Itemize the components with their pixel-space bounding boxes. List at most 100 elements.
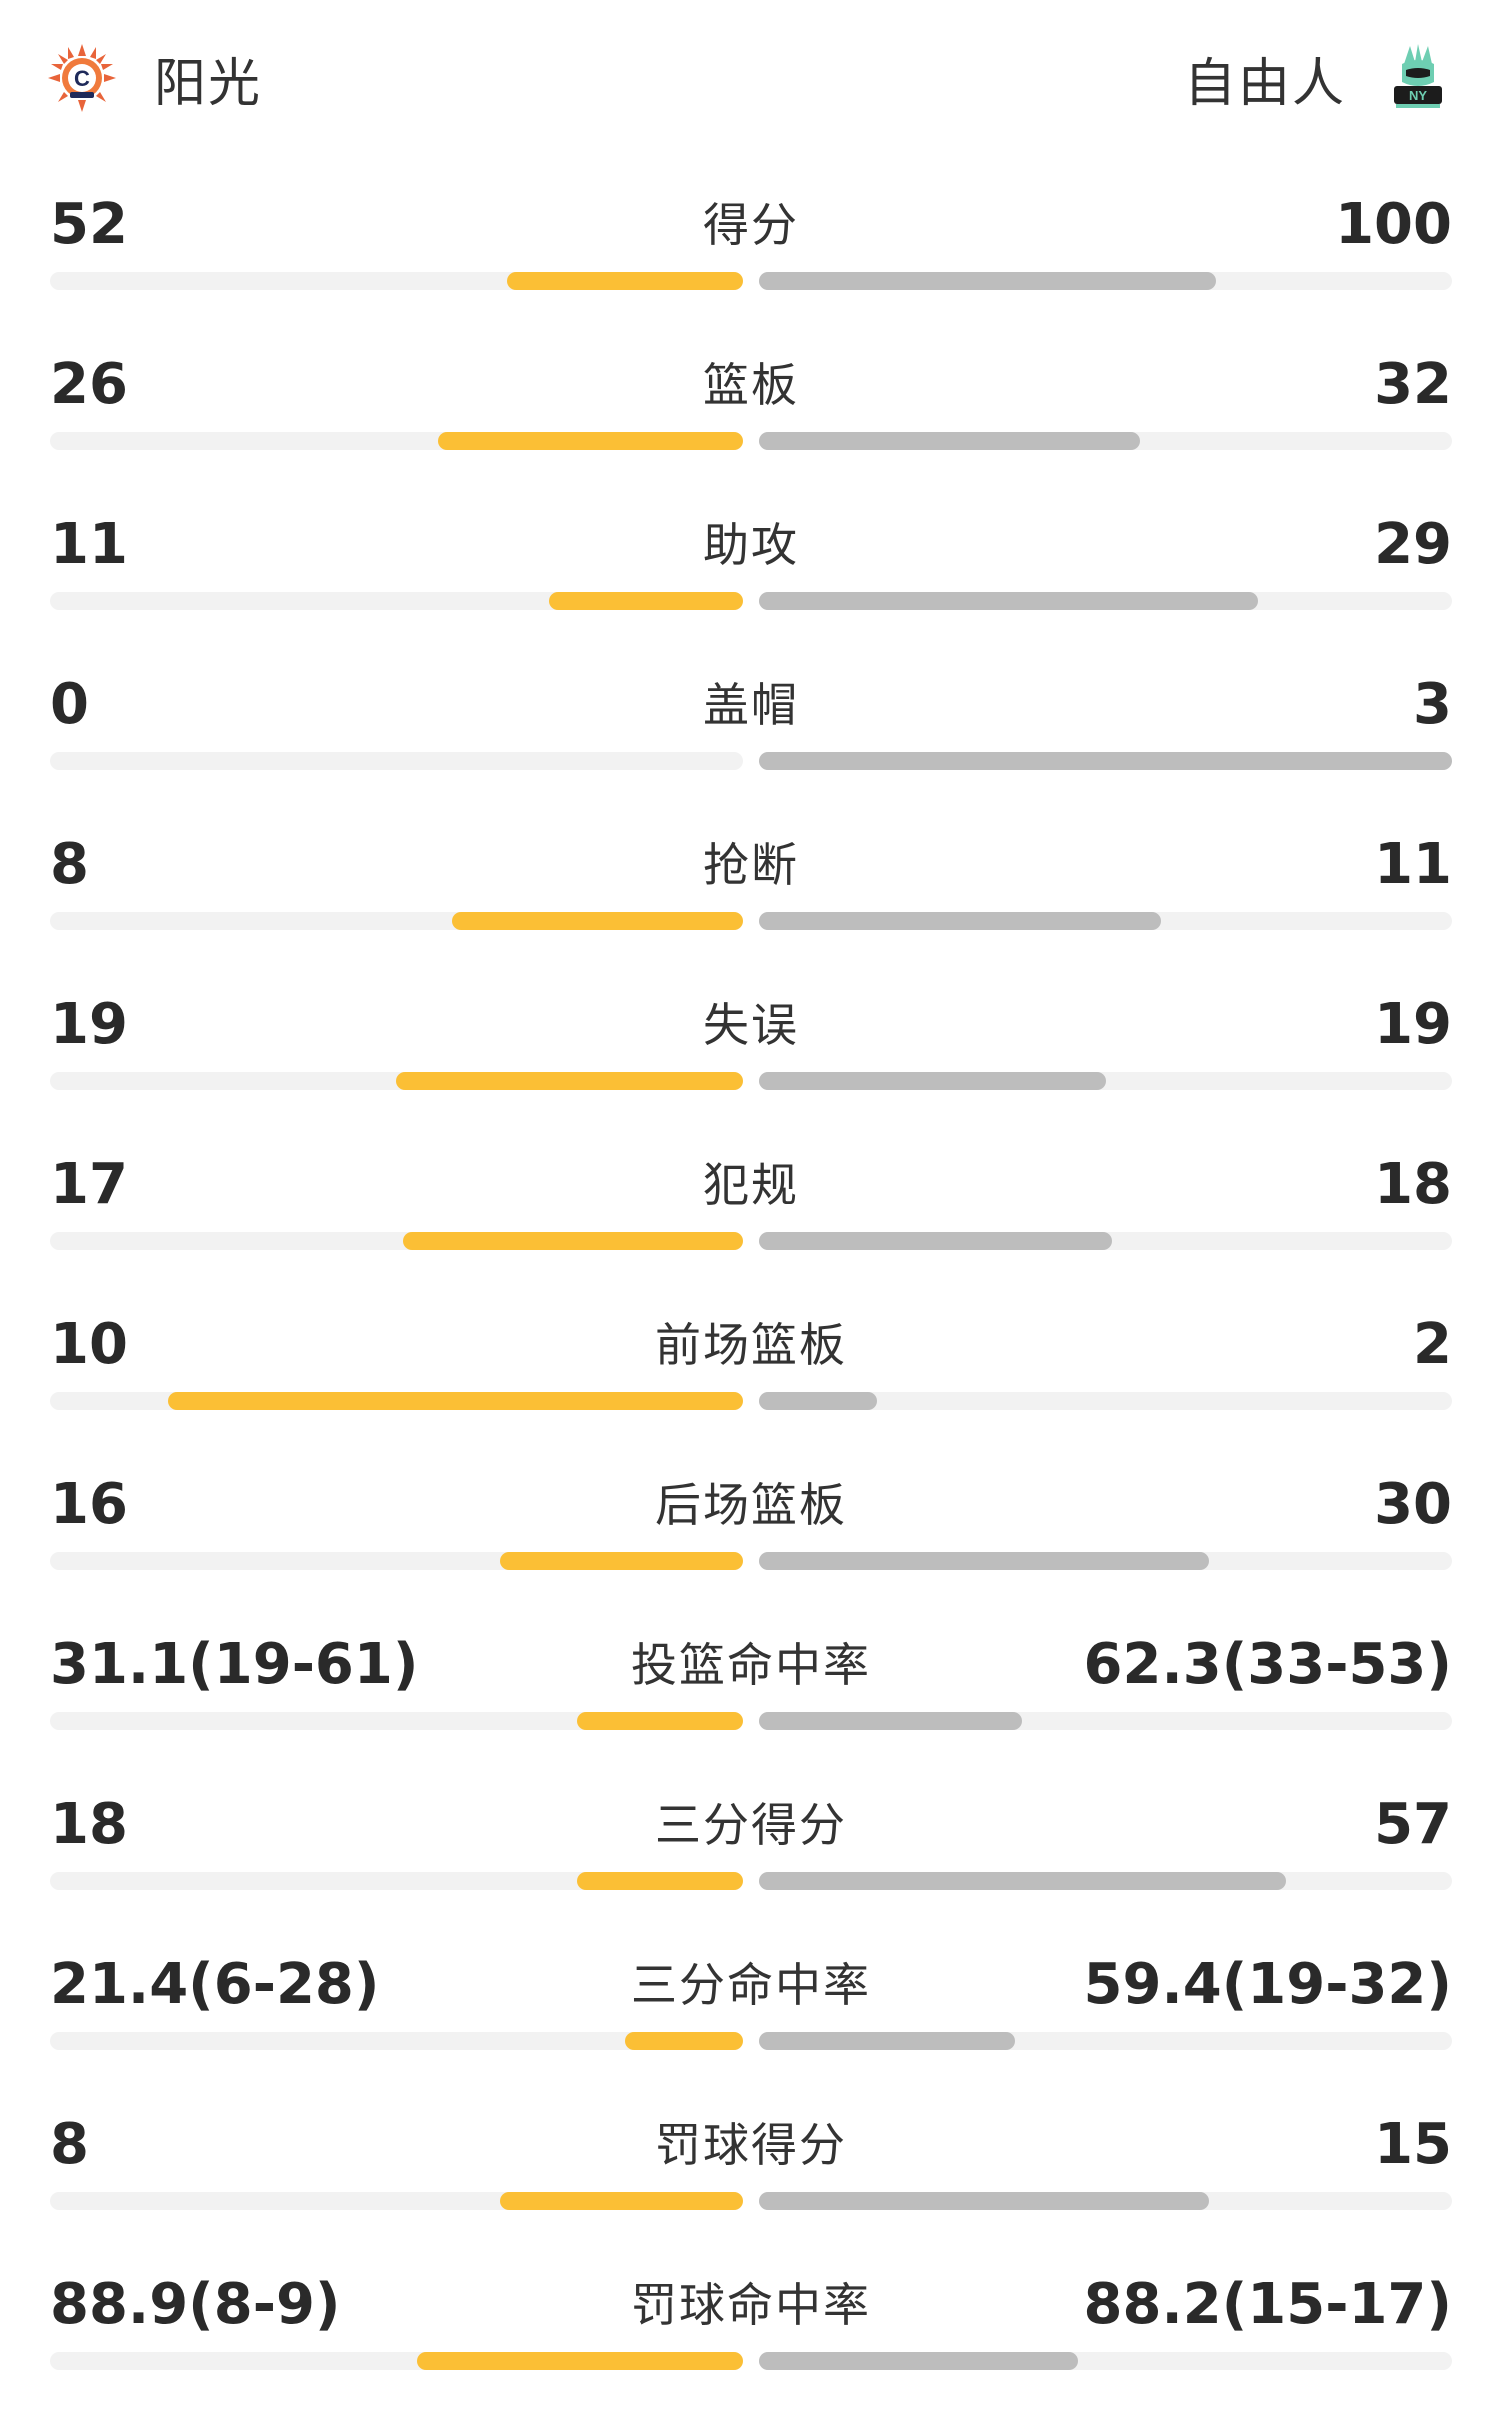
stat-label: 投篮命中率 [631,1638,871,1692]
away-stat-value: 18 [1374,1152,1452,1217]
away-stat-value: 2 [1413,1312,1452,1377]
away-bar-track [759,1872,1452,1890]
stat-row: 0 盖帽 3 [50,660,1452,820]
away-stat-bar [759,272,1216,290]
home-stat-value: 16 [50,1472,128,1537]
away-stat-bar [759,1072,1106,1090]
home-stat-value: 11 [50,512,128,577]
home-stat-bar [452,912,743,930]
home-bar-track [50,1552,743,1570]
stats-list: 52 得分 100 26 篮板 32 11 助攻 29 0 盖帽 3 8 抢断 11 19 失误 19 17 犯规 18… [50,180,1452,2420]
away-bar-track [759,912,1452,930]
home-stat-bar [500,2192,743,2210]
away-bar-track [759,1232,1452,1250]
home-stat-bar [500,1552,743,1570]
stat-row: 21.4(6-28) 三分命中率 59.4(19-32) [50,1940,1452,2100]
stat-label: 抢断 [703,838,799,892]
home-bar-track [50,912,743,930]
home-stat-bar [438,432,743,450]
home-bar-track [50,1712,743,1730]
stat-label: 三分命中率 [631,1958,871,2012]
away-stat-bar [759,2192,1209,2210]
stat-label: 后场篮板 [655,1478,847,1532]
stat-row: 88.9(8-9) 罚球命中率 88.2(15-17) [50,2260,1452,2420]
stat-label: 篮板 [703,358,799,412]
team-header: C 阳光 自由人 NY [0,0,1500,160]
home-bar-track [50,1232,743,1250]
home-stat-value: 19 [50,992,128,1057]
away-stat-value: 11 [1374,832,1452,897]
away-stat-value: 59.4(19-32) [1083,1952,1452,2017]
away-stat-bar [759,1232,1112,1250]
away-stat-bar [759,752,1452,770]
stat-label: 罚球命中率 [631,2278,871,2332]
home-bar-track [50,752,743,770]
away-stat-bar [759,432,1140,450]
stat-row: 17 犯规 18 [50,1140,1452,1300]
away-team[interactable]: 自由人 NY [1184,38,1454,118]
stat-row: 18 三分得分 57 [50,1780,1452,1940]
home-bar-track [50,272,743,290]
stat-label: 前场篮板 [655,1318,847,1372]
home-stat-bar [417,2352,743,2370]
home-bar-track [50,2352,743,2370]
away-stat-value: 15 [1374,2112,1452,2177]
stat-row: 31.1(19-61) 投篮命中率 62.3(33-53) [50,1620,1452,1780]
home-stat-bar [577,1712,743,1730]
home-stat-bar [403,1232,743,1250]
away-stat-bar [759,592,1258,610]
stat-row: 11 助攻 29 [50,500,1452,660]
home-team[interactable]: C 阳光 [46,38,262,118]
away-bar-track [759,2032,1452,2050]
home-stat-value: 26 [50,352,128,417]
home-stat-value: 18 [50,1792,128,1857]
stat-row: 52 得分 100 [50,180,1452,340]
stat-row: 8 抢断 11 [50,820,1452,980]
away-team-name: 自由人 [1183,53,1346,114]
away-stat-value: 57 [1374,1792,1452,1857]
away-stat-value: 19 [1374,992,1452,1057]
stat-label: 犯规 [703,1158,799,1212]
home-bar-track [50,432,743,450]
home-stat-value: 52 [50,192,128,257]
home-stat-value: 8 [50,832,89,897]
away-stat-value: 29 [1374,512,1452,577]
home-stat-value: 21.4(6-28) [50,1952,380,2017]
away-bar-track [759,1072,1452,1090]
away-stat-value: 62.3(33-53) [1083,1632,1452,1697]
home-stat-bar [577,1872,743,1890]
away-stat-value: 3 [1413,672,1452,737]
home-stat-value: 8 [50,2112,89,2177]
stat-label: 助攻 [703,518,799,572]
away-stat-bar [759,1392,877,1410]
home-team-name: 阳光 [154,53,263,114]
stat-row: 8 罚球得分 15 [50,2100,1452,2260]
sun-team-logo-icon: C [48,44,116,112]
home-stat-bar [507,272,743,290]
home-stat-bar [549,592,743,610]
away-bar-track [759,2352,1452,2370]
away-bar-track [759,752,1452,770]
home-bar-track [50,1072,743,1090]
home-stat-value: 31.1(19-61) [50,1632,419,1697]
home-bar-track [50,592,743,610]
away-bar-track [759,432,1452,450]
svg-text:C: C [74,66,90,91]
away-bar-track [759,592,1452,610]
home-stat-value: 10 [50,1312,128,1377]
away-stat-bar [759,1552,1209,1570]
stat-label: 得分 [703,198,799,252]
stat-row: 26 篮板 32 [50,340,1452,500]
away-bar-track [759,2192,1452,2210]
home-stat-value: 17 [50,1152,128,1217]
stat-row: 19 失误 19 [50,980,1452,1140]
away-stat-bar [759,912,1161,930]
away-bar-track [759,1392,1452,1410]
stat-label: 盖帽 [703,678,799,732]
away-bar-track [759,1552,1452,1570]
home-stat-bar [625,2032,743,2050]
stat-row: 10 前场篮板 2 [50,1300,1452,1460]
away-stat-bar [759,1712,1022,1730]
away-stat-bar [759,1872,1286,1890]
home-stat-value: 88.9(8-9) [50,2272,341,2337]
